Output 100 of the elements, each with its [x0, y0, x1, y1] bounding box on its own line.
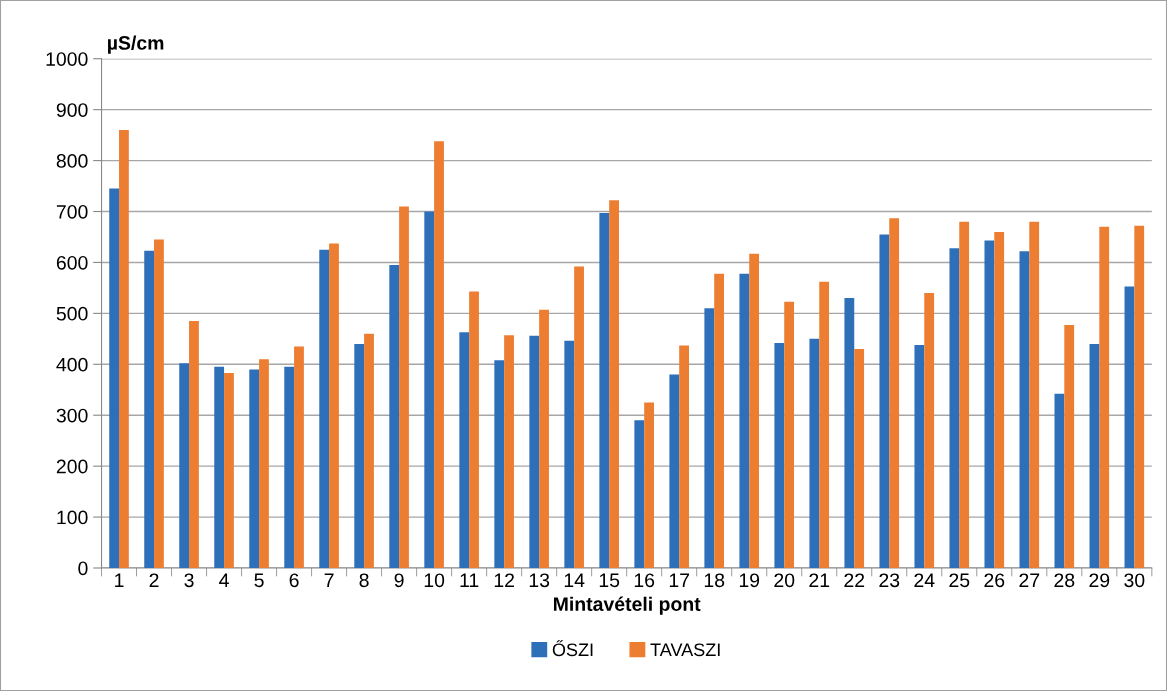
- x-tick-label: 19: [739, 573, 760, 588]
- y-tick-label: 500: [56, 306, 88, 321]
- bar: [564, 340, 575, 568]
- x-tick-label: 10: [424, 573, 445, 588]
- x-tick-label: 13: [529, 573, 550, 588]
- x-tick-label: 26: [984, 573, 1005, 588]
- bar: [1099, 226, 1110, 568]
- x-tick-label: 20: [774, 573, 795, 588]
- bar: [259, 359, 269, 568]
- bar: [189, 321, 199, 568]
- y-tick-label: 700: [56, 204, 88, 219]
- x-tick-label: 1: [115, 573, 124, 587]
- x-tick-label: 12: [494, 573, 514, 587]
- bar: [1089, 343, 1100, 568]
- bar: [1124, 286, 1135, 568]
- y-tick-label: 200: [56, 459, 88, 474]
- bar: [914, 344, 925, 568]
- x-tick-label: 15: [599, 573, 620, 588]
- bar: [354, 343, 365, 568]
- bar: [399, 206, 409, 568]
- x-tick-label: 23: [879, 573, 900, 588]
- bar: [949, 248, 960, 568]
- bar: [749, 253, 760, 568]
- bar: [109, 188, 120, 568]
- bar: [644, 402, 654, 568]
- bar: [994, 231, 1005, 568]
- x-tick-label: 8: [359, 573, 369, 588]
- x-tick-label: 5: [254, 573, 264, 588]
- x-tick-label: 14: [564, 573, 585, 587]
- bar: [889, 218, 900, 568]
- x-tick-label: 11: [460, 573, 479, 587]
- bar: [179, 363, 190, 568]
- y-tick-label: 1000: [46, 52, 88, 66]
- bar: [469, 291, 479, 568]
- y-axis-title: µS/cm: [108, 35, 164, 54]
- bar: [539, 309, 549, 568]
- bar: [844, 298, 855, 568]
- bar: [984, 240, 995, 568]
- bar: [1054, 393, 1065, 568]
- bar: [249, 369, 260, 568]
- bar: [574, 266, 584, 568]
- y-tick-label: 300: [56, 408, 88, 423]
- bar: [529, 335, 540, 568]
- y-tick-label: 100: [57, 510, 88, 525]
- bar: [714, 273, 725, 568]
- bar: [154, 239, 164, 568]
- legend-label: ŐSZI: [552, 640, 593, 657]
- x-tick-label: 25: [949, 573, 970, 588]
- y-tick-label: 800: [56, 154, 88, 168]
- x-tick-label: 30: [1124, 573, 1145, 588]
- bar: [669, 374, 680, 568]
- y-tick-label: 0: [78, 561, 88, 576]
- bar: [284, 366, 295, 568]
- x-tick-label: 21: [809, 573, 830, 587]
- bar: [224, 372, 234, 568]
- bar: [704, 308, 715, 568]
- y-tick-label: 400: [56, 357, 88, 372]
- bar: [319, 249, 330, 568]
- bar: [609, 200, 619, 568]
- bar: [389, 264, 400, 568]
- x-tick-label: 29: [1089, 573, 1110, 588]
- bar: [144, 250, 155, 568]
- bar: [459, 332, 470, 568]
- x-tick-label: 18: [704, 573, 725, 588]
- bar: [214, 366, 225, 568]
- legend-label: TAVASZI: [650, 643, 720, 657]
- x-tick-label: 7: [324, 573, 334, 587]
- x-tick-label: 17: [669, 573, 690, 587]
- x-tick-label: 2: [149, 573, 159, 587]
- bar: [1134, 225, 1145, 568]
- x-tick-label: 16: [634, 573, 655, 588]
- bar: [424, 211, 435, 568]
- bar: [294, 346, 304, 568]
- x-axis-title: Mintavételi pont: [553, 596, 701, 615]
- bar: [879, 234, 890, 568]
- x-tick-label: 27: [1019, 573, 1040, 587]
- bar: [599, 213, 610, 568]
- x-tick-label: 3: [184, 573, 194, 588]
- bar: [1029, 221, 1040, 568]
- bar: [364, 333, 374, 568]
- y-tick-label: 900: [56, 103, 88, 117]
- bar: [739, 273, 750, 568]
- bar: [504, 335, 514, 568]
- x-tick-label: 6: [289, 573, 299, 588]
- bar: [959, 221, 970, 568]
- bar: [494, 360, 505, 568]
- bar: [819, 281, 830, 568]
- bar: [854, 349, 865, 568]
- bar: [679, 345, 689, 568]
- x-tick-label: 28: [1054, 573, 1075, 588]
- bar: [924, 293, 935, 568]
- x-tick-label: 4: [219, 573, 229, 587]
- bar: [774, 342, 785, 568]
- y-tick-label: 600: [56, 255, 88, 270]
- bar: [1064, 325, 1075, 568]
- bar: [809, 338, 820, 568]
- x-tick-label: 9: [394, 573, 404, 588]
- x-tick-label: 24: [914, 573, 935, 587]
- x-tick-label: 22: [844, 573, 865, 587]
- bar: [784, 301, 795, 568]
